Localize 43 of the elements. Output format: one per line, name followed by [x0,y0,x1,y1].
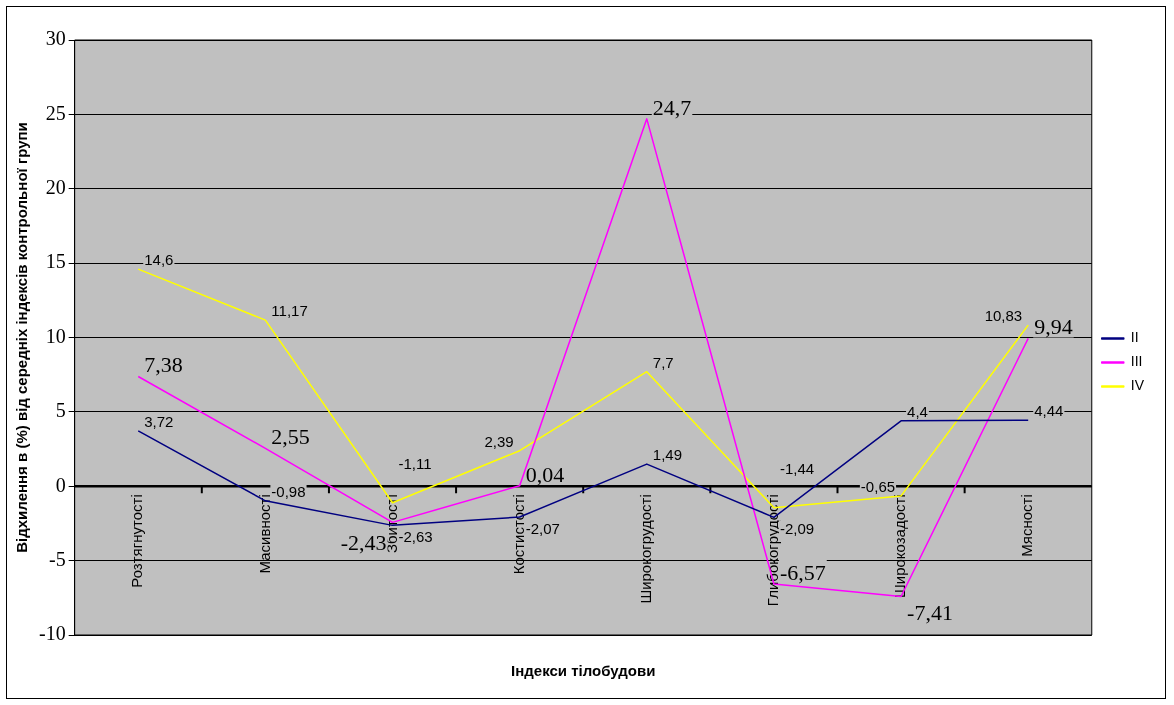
data-label: -0,98 [271,482,306,500]
y-tick-label: 30 [45,27,66,50]
data-label: 11,17 [271,302,308,320]
data-label: 4,44 [1034,402,1064,420]
data-label: -1,11 [398,454,432,472]
data-label: 2,55 [271,424,310,450]
data-label: 14,6 [144,251,174,269]
x-tick-label: Розтягнутості [128,494,146,588]
data-label: -7,41 [907,600,953,626]
data-label: 0,04 [525,461,565,487]
data-label: 10,83 [984,307,1023,325]
data-label: -2,07 [525,520,560,538]
y-tick-label: 5 [55,399,66,422]
data-label: 7,7 [652,353,674,371]
legend-label: II [1130,329,1139,346]
legend-label: III [1130,353,1143,370]
data-label: 7,38 [144,352,183,378]
x-tick-label: Костистості [509,494,527,575]
data-label: 4,4 [907,402,928,420]
data-label: -1,44 [779,459,815,477]
data-label: 2,39 [484,432,514,450]
data-label: 24,7 [652,94,692,120]
y-tick-label: 15 [45,250,66,273]
x-tick-label: Широкогрудості [636,494,654,604]
y-tick-label: 20 [45,176,66,198]
x-axis-title: Індекси тілобудови [511,662,656,680]
x-tick-label: Масивності [255,494,273,574]
x-tick-label: Широкозадості [891,494,909,598]
data-label: -6,57 [779,559,826,585]
data-label: 3,72 [144,412,174,430]
data-label: 1,49 [652,446,682,464]
data-label: -2,09 [779,520,815,538]
y-tick-label: 25 [45,101,66,124]
y-tick-label: -5 [48,547,66,570]
y-axis-title: Відхилення в (%) від середніх індексів контрольної групи [13,122,31,553]
data-label: 9,94 [1034,314,1073,340]
data-label: -0,65 [860,477,896,495]
legend-label: IV [1130,377,1145,394]
data-label: -2,63 [398,528,433,546]
y-tick-label: 0 [55,473,66,496]
y-tick-label: 10 [45,324,66,347]
x-tick-label: Мясності [1018,494,1036,557]
y-tick-label: -10 [38,622,66,645]
